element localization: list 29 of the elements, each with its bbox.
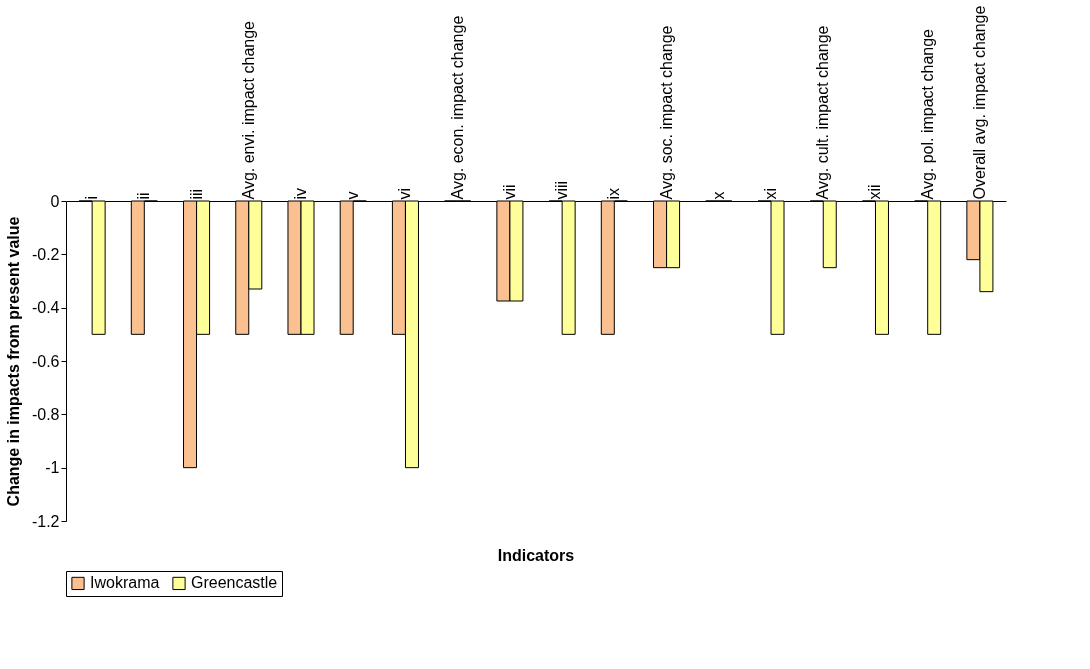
y-tick-label: -1 [45,459,60,477]
x-tick-label: i [83,195,101,200]
x-tick-label: ix [605,187,623,200]
y-tick-label: -1.2 [31,512,60,530]
x-tick-label: Avg. cult. impact change [814,25,832,200]
x-tick-label: x [709,191,727,200]
legend-label: Iwokrama [90,574,160,592]
y-tick-label: -0.2 [31,245,60,263]
x-tick-label: xii [866,184,884,200]
x-tick-label: viii [553,180,571,200]
x-tick-label: Avg. econ. impact change [448,15,466,200]
x-tick-label: Avg. pol. impact change [918,28,936,200]
x-axis-title: Indicators [497,547,575,564]
x-tick-label: vi [396,187,414,200]
x-tick-label: Avg. envi. impact change [239,20,257,200]
x-tick-label: iv [292,187,309,200]
x-tick-label: Overall avg. impact change [970,5,988,200]
y-tick-label: -0.4 [31,299,60,317]
y-tick-label: 0 [50,192,60,210]
y-tick-label: -0.6 [31,352,60,370]
x-tick-label: Avg. soc. impact change [657,25,675,200]
x-tick-label: ii [135,192,153,200]
legend-label: Greencastle [191,574,278,592]
x-tick-label: v [344,191,362,200]
x-tick-label: vii [500,184,518,200]
x-tick-label: iii [187,188,205,200]
y-axis-title: Change in impacts from present value [4,216,22,507]
x-tick-label: xi [762,187,779,200]
y-tick-label: -0.8 [31,405,60,423]
